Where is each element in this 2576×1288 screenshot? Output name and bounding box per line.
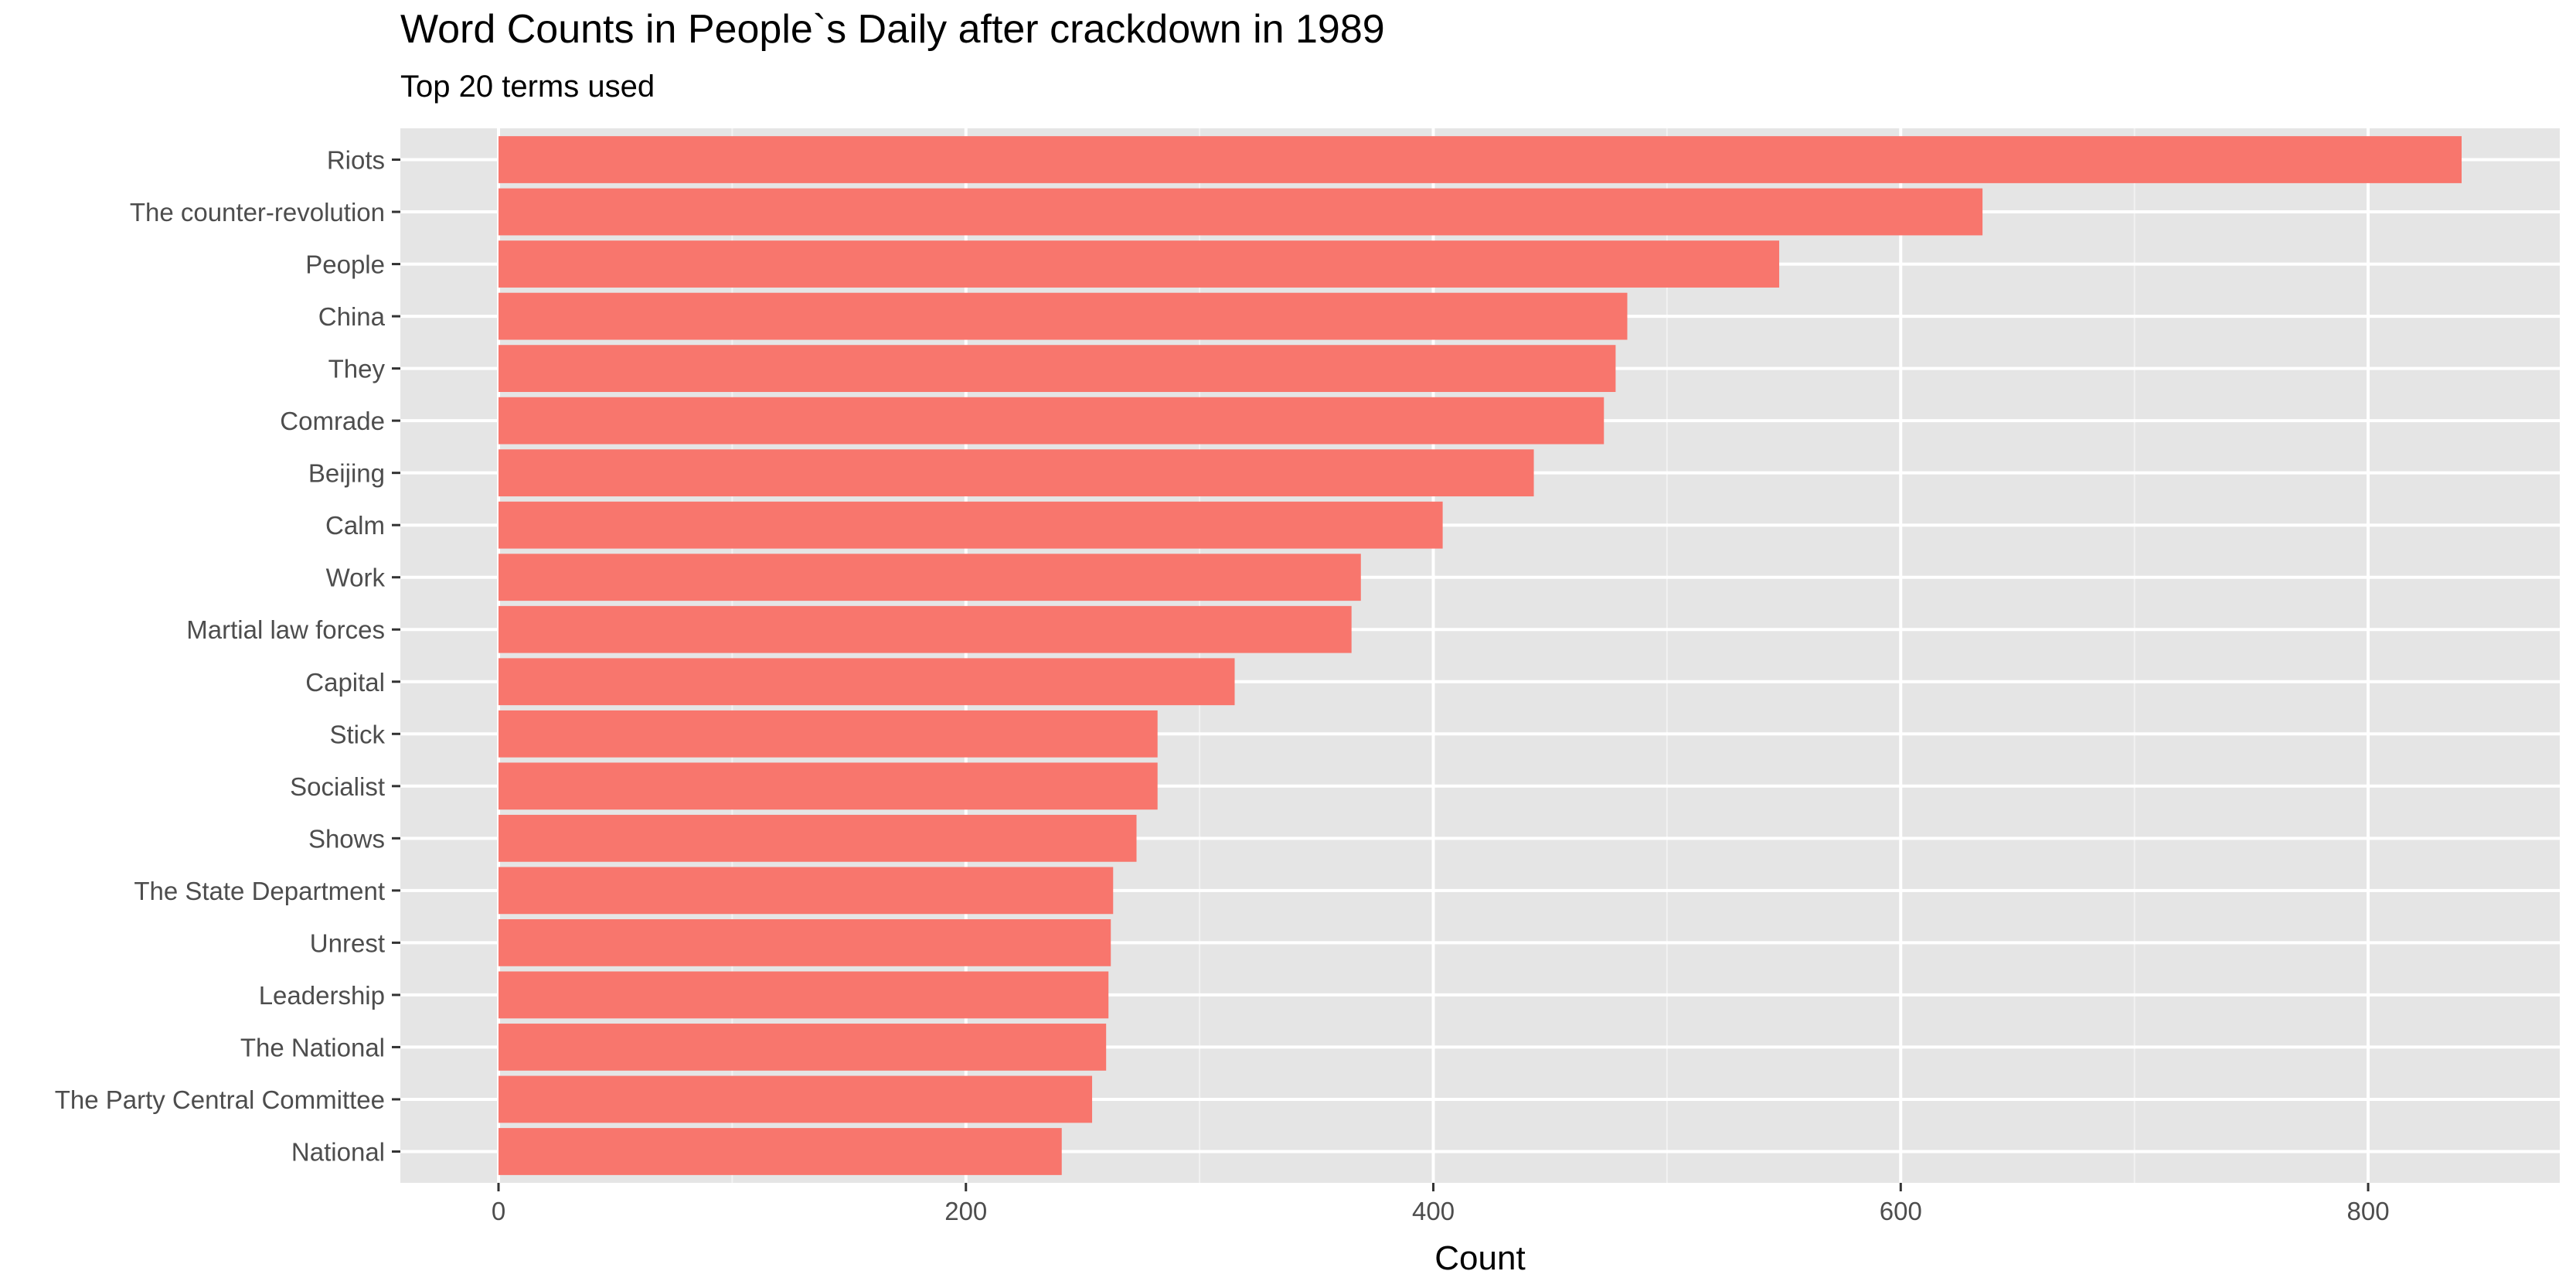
y-tick-label: Capital xyxy=(305,668,385,697)
y-tick-label: The State Department xyxy=(134,877,385,905)
bar xyxy=(499,867,1114,915)
y-tick-label: Work xyxy=(326,564,386,592)
bar xyxy=(499,554,1361,601)
x-tick-label: 600 xyxy=(1880,1197,1922,1225)
bar xyxy=(499,710,1158,758)
bar xyxy=(499,814,1137,862)
y-tick-label: Stick xyxy=(329,720,385,748)
y-tick-label: Comrade xyxy=(280,407,385,435)
y-tick-label: They xyxy=(328,355,386,383)
y-tick-label: People xyxy=(305,250,385,279)
bars xyxy=(499,136,2462,1175)
bar xyxy=(499,397,1604,445)
x-tick-label: 400 xyxy=(1412,1197,1455,1225)
y-tick-label: The National xyxy=(240,1033,385,1061)
bar xyxy=(499,658,1235,706)
bar xyxy=(499,292,1628,340)
y-tick-label: The counter-revolution xyxy=(130,198,385,227)
y-tick-label: Socialist xyxy=(290,772,385,801)
bar xyxy=(499,762,1158,810)
bar xyxy=(499,136,2462,183)
bar xyxy=(499,1128,1062,1175)
bar xyxy=(499,240,1780,288)
bar xyxy=(499,501,1443,549)
bar xyxy=(499,605,1352,653)
y-tick-label: Calm xyxy=(325,511,385,540)
y-tick-label: Riots xyxy=(327,146,385,175)
chart-subtitle: Top 20 terms used xyxy=(400,70,655,104)
y-axis: Riots The counter-revolution People China Th… xyxy=(55,146,400,1166)
x-tick-label: 0 xyxy=(492,1197,505,1225)
bar xyxy=(499,1024,1107,1071)
y-tick-label: The Party Central Committee xyxy=(55,1085,385,1114)
y-tick-label: Shows xyxy=(308,824,385,853)
bar xyxy=(499,1075,1093,1123)
y-tick-label: Leadership xyxy=(259,981,385,1010)
x-axis: 0 200 400 600 800 xyxy=(492,1183,2390,1225)
bar xyxy=(499,971,1109,1019)
bar xyxy=(499,449,1534,497)
y-tick-label: Martial law forces xyxy=(186,615,385,644)
bar xyxy=(499,188,1983,236)
y-tick-label: China xyxy=(318,302,386,331)
x-tick-label: 800 xyxy=(2347,1197,2390,1225)
y-tick-label: Beijing xyxy=(308,459,385,488)
bar xyxy=(499,919,1111,966)
y-tick-label: Unrest xyxy=(310,929,385,957)
x-axis-title: Count xyxy=(1434,1239,1525,1277)
chart-title: Word Counts in People`s Daily after crac… xyxy=(400,7,1385,52)
bar xyxy=(499,345,1616,392)
y-tick-label: National xyxy=(291,1137,385,1166)
x-tick-label: 200 xyxy=(944,1197,987,1225)
